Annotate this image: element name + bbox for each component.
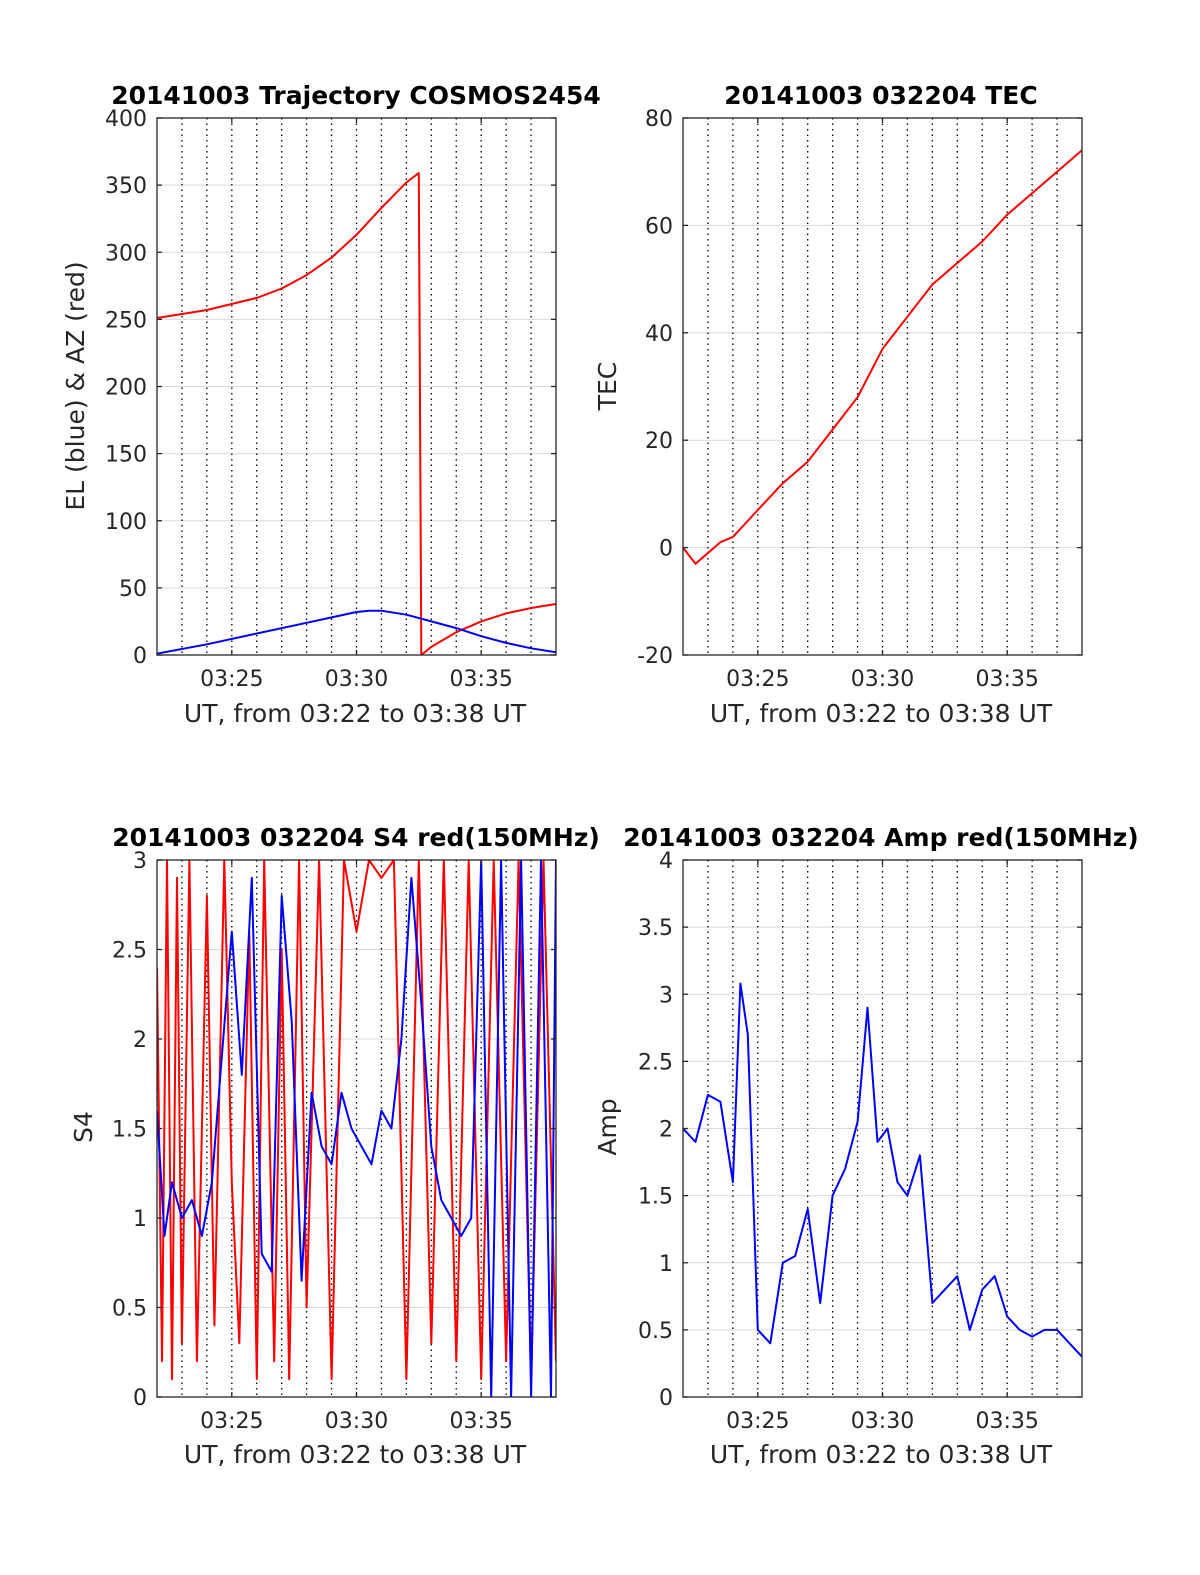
y-axis-label: EL (blue) & AZ (red) bbox=[61, 261, 90, 510]
y-tick-label: 1 bbox=[659, 1252, 673, 1277]
y-tick-label: 0 bbox=[659, 1386, 673, 1411]
y-tick-label: 0.5 bbox=[112, 1297, 147, 1322]
series-line-blue bbox=[683, 982, 1082, 1358]
x-tick-label: 03:25 bbox=[726, 667, 789, 692]
series-line-red bbox=[157, 860, 556, 1381]
y-tick-label: 150 bbox=[105, 443, 147, 468]
y-tick-label: 2 bbox=[659, 1118, 673, 1143]
y-tick-label: 100 bbox=[105, 510, 147, 535]
y-tick-label: 0 bbox=[133, 644, 147, 669]
panel-title: 20141003 Trajectory COSMOS2454 bbox=[111, 81, 601, 110]
y-tick-label: 350 bbox=[105, 174, 147, 199]
y-tick-label: 300 bbox=[105, 241, 147, 266]
panel-tec: 20141003 032204 TEC UT, from 03:22 to 03… bbox=[593, 81, 1083, 728]
y-tick-label: 400 bbox=[105, 107, 147, 132]
x-tick-label: 03:25 bbox=[200, 667, 263, 692]
x-tick-label: 03:30 bbox=[325, 667, 388, 692]
y-tick-label: 20 bbox=[645, 429, 673, 454]
y-tick-label: 0.5 bbox=[638, 1319, 673, 1344]
x-tick-label: 03:35 bbox=[449, 667, 512, 692]
y-tick-label: 0 bbox=[133, 1386, 147, 1411]
x-tick-label: 03:30 bbox=[851, 667, 914, 692]
y-tick-label: 60 bbox=[645, 214, 673, 239]
panel-title: 20141003 032204 S4 red(150MHz) bbox=[112, 823, 600, 852]
panel-title: 20141003 032204 TEC bbox=[724, 81, 1037, 110]
series-line-blue bbox=[157, 860, 556, 1397]
series-line-red bbox=[157, 172, 556, 655]
y-tick-label: 1.5 bbox=[112, 1118, 147, 1143]
x-axis-label: UT, from 03:22 to 03:38 UT bbox=[710, 1440, 1053, 1469]
y-tick-label: 1.5 bbox=[638, 1185, 673, 1210]
y-tick-label: 1 bbox=[133, 1207, 147, 1232]
x-tick-label: 03:30 bbox=[851, 1409, 914, 1434]
y-tick-label: 250 bbox=[105, 308, 147, 333]
series-line-red bbox=[683, 149, 1082, 565]
x-tick-label: 03:35 bbox=[975, 667, 1038, 692]
x-tick-label: 03:30 bbox=[325, 1409, 388, 1434]
plot-area bbox=[683, 118, 1082, 655]
y-tick-label: 80 bbox=[645, 107, 673, 132]
panel-s4: 20141003 032204 S4 red(150MHz) UT, from … bbox=[69, 823, 600, 1469]
x-tick-label: 03:25 bbox=[726, 1409, 789, 1434]
x-axis-label: UT, from 03:22 to 03:38 UT bbox=[184, 699, 527, 728]
panel-title: 20141003 032204 Amp red(150MHz) bbox=[623, 823, 1139, 852]
y-axis-label: S4 bbox=[69, 1111, 98, 1143]
y-tick-label: 200 bbox=[105, 376, 147, 401]
panel-amp: 20141003 032204 Amp red(150MHz) UT, from… bbox=[593, 823, 1139, 1469]
y-tick-label: 3 bbox=[659, 983, 673, 1008]
x-axis-label: UT, from 03:22 to 03:38 UT bbox=[184, 1440, 527, 1469]
y-tick-label: 3 bbox=[133, 849, 147, 874]
panel-trajectory: 20141003 Trajectory COSMOS2454 UT, from … bbox=[61, 81, 601, 728]
y-tick-label: -20 bbox=[637, 644, 673, 669]
y-axis-label: TEC bbox=[593, 362, 622, 412]
y-axis-label: Amp bbox=[593, 1098, 622, 1155]
series-line-blue bbox=[157, 609, 556, 655]
y-tick-label: 2 bbox=[133, 1028, 147, 1053]
x-tick-label: 03:35 bbox=[975, 1409, 1038, 1434]
y-tick-label: 2.5 bbox=[112, 939, 147, 964]
y-tick-label: 3.5 bbox=[638, 916, 673, 941]
y-tick-label: 2.5 bbox=[638, 1050, 673, 1075]
x-tick-label: 03:35 bbox=[449, 1409, 512, 1434]
y-tick-label: 4 bbox=[659, 849, 673, 874]
y-tick-label: 50 bbox=[119, 577, 147, 602]
y-tick-label: 40 bbox=[645, 322, 673, 347]
y-tick-label: 0 bbox=[659, 537, 673, 562]
x-axis-label: UT, from 03:22 to 03:38 UT bbox=[710, 699, 1053, 728]
x-tick-label: 03:25 bbox=[200, 1409, 263, 1434]
